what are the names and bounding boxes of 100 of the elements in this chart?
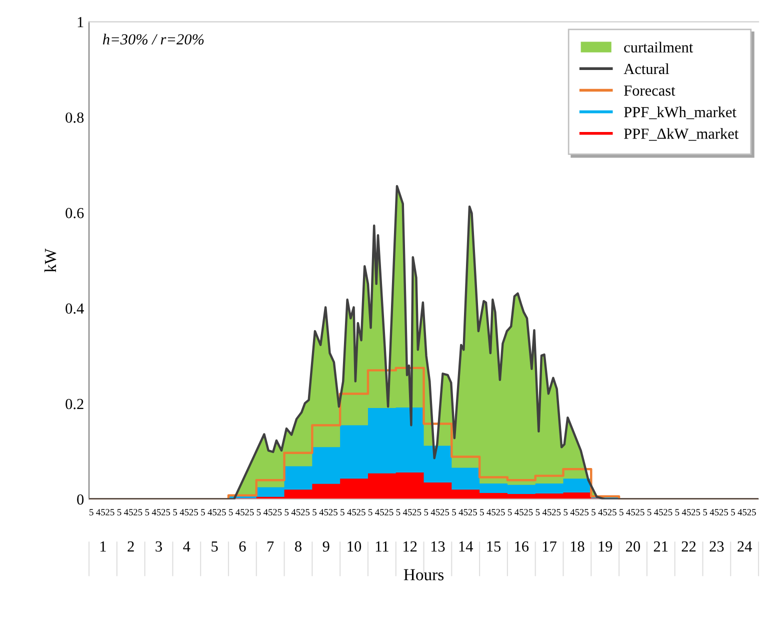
text: 25 xyxy=(440,509,450,516)
text: 45 xyxy=(570,509,580,516)
text: 45 xyxy=(542,509,552,516)
text: 5 xyxy=(312,509,316,516)
legend-label: Forecast xyxy=(624,86,676,96)
text: 25 xyxy=(300,509,310,516)
x-tick-label: 17 xyxy=(543,541,556,552)
text: 5 xyxy=(173,509,178,516)
text: 45 xyxy=(124,509,133,516)
text: 25 xyxy=(217,509,226,516)
text: 25 xyxy=(496,509,505,516)
text: 25 xyxy=(608,509,616,516)
text: 25 xyxy=(328,509,338,516)
text: 5 xyxy=(145,509,150,516)
text: 25 xyxy=(189,509,198,516)
x-tick-label: 19 xyxy=(598,541,612,552)
x-tick-label: 23 xyxy=(710,541,724,552)
text: 5 xyxy=(620,509,624,516)
x-tick-label: 7 xyxy=(268,541,274,552)
text: 25 xyxy=(636,509,644,516)
text: 25 xyxy=(664,509,672,516)
text: 45 xyxy=(347,509,356,516)
text: 5 xyxy=(675,509,680,516)
text: 25 xyxy=(245,509,254,516)
text: 45 xyxy=(486,509,496,516)
x-tick-label: 18 xyxy=(570,541,584,552)
text: 5 xyxy=(396,509,400,516)
text: 25 xyxy=(134,509,142,516)
text: 5 xyxy=(340,509,344,516)
text: 5 xyxy=(731,509,735,516)
text: 45 xyxy=(682,509,691,516)
text: 5 xyxy=(117,509,122,516)
y-tick-label: 0.4 xyxy=(66,303,84,314)
text: 5 xyxy=(480,509,484,516)
y-tick-label: 0.2 xyxy=(66,398,84,410)
text: 45 xyxy=(263,509,272,516)
x-tick-label: 24 xyxy=(738,541,752,552)
text: 45 xyxy=(458,509,468,516)
legend-label: Actural xyxy=(624,63,670,74)
x-tick-label: 13 xyxy=(431,541,445,552)
text: 25 xyxy=(356,509,366,516)
legend-label: PPF_kWh_market xyxy=(624,106,736,120)
x-tick-label: 22 xyxy=(682,541,696,552)
text: 5 xyxy=(452,509,456,516)
text: 25 xyxy=(747,509,756,516)
x-tick-label: 8 xyxy=(294,541,302,552)
text: 5 xyxy=(592,509,596,516)
y-tick-label: 0.6 xyxy=(66,208,84,218)
x-tick-label: 10 xyxy=(348,541,362,552)
x-tick-label: 14 xyxy=(459,541,474,552)
text: 45 xyxy=(291,509,300,516)
text: 25 xyxy=(384,509,394,516)
text: 5 xyxy=(647,509,652,516)
text: 5 xyxy=(703,509,708,516)
text: 5 xyxy=(564,509,568,516)
text: 25 xyxy=(719,509,728,516)
text: 45 xyxy=(96,509,105,516)
y-tick-label: 0.8 xyxy=(66,112,84,123)
text: 45 xyxy=(319,509,328,516)
x-tick-label: 4 xyxy=(183,541,190,552)
x-tick-label: 11 xyxy=(376,541,388,552)
x-tick-label: 3 xyxy=(156,541,162,552)
text: 45 xyxy=(626,509,636,516)
annotation: h=30% / r=20% xyxy=(102,34,204,45)
text: 45 xyxy=(654,509,663,516)
x-tick-label: 16 xyxy=(515,541,529,552)
text: 5 xyxy=(256,509,261,516)
x-tick-label: 5 xyxy=(212,541,218,552)
x-tick-label: 15 xyxy=(487,541,501,552)
y-axis-title: kW xyxy=(44,248,56,272)
text: 45 xyxy=(402,509,412,516)
text: 45 xyxy=(208,509,217,516)
text: 25 xyxy=(106,509,114,516)
text: 45 xyxy=(152,509,161,516)
legend-label: curtailment xyxy=(624,42,694,53)
text: 45 xyxy=(738,509,747,516)
text: 5 xyxy=(424,509,428,516)
text: 45 xyxy=(236,509,244,516)
text: 25 xyxy=(468,509,477,516)
text: 25 xyxy=(691,509,700,516)
legend-label: PPF_ΔkW_market xyxy=(624,128,739,141)
text: 25 xyxy=(580,509,589,516)
text: 5 xyxy=(229,509,233,516)
x-tick-label: 2 xyxy=(128,541,134,552)
x-tick-label: 6 xyxy=(239,541,246,552)
x-tick-label: 1 xyxy=(100,541,106,552)
text: 45 xyxy=(710,509,719,516)
text: 45 xyxy=(180,509,189,516)
x-tick-label: 21 xyxy=(654,541,668,552)
x-tick-label: 20 xyxy=(626,541,640,552)
x-tick-label: 12 xyxy=(404,541,417,552)
text: 25 xyxy=(161,509,170,516)
text: 5 xyxy=(284,509,289,516)
text: 25 xyxy=(552,509,561,516)
y-tick-label: 0 xyxy=(77,494,84,505)
text: 5 xyxy=(368,509,372,516)
text: 45 xyxy=(430,509,440,516)
text: 5 xyxy=(90,509,94,516)
text: 25 xyxy=(412,509,422,516)
text: 45 xyxy=(514,509,524,516)
